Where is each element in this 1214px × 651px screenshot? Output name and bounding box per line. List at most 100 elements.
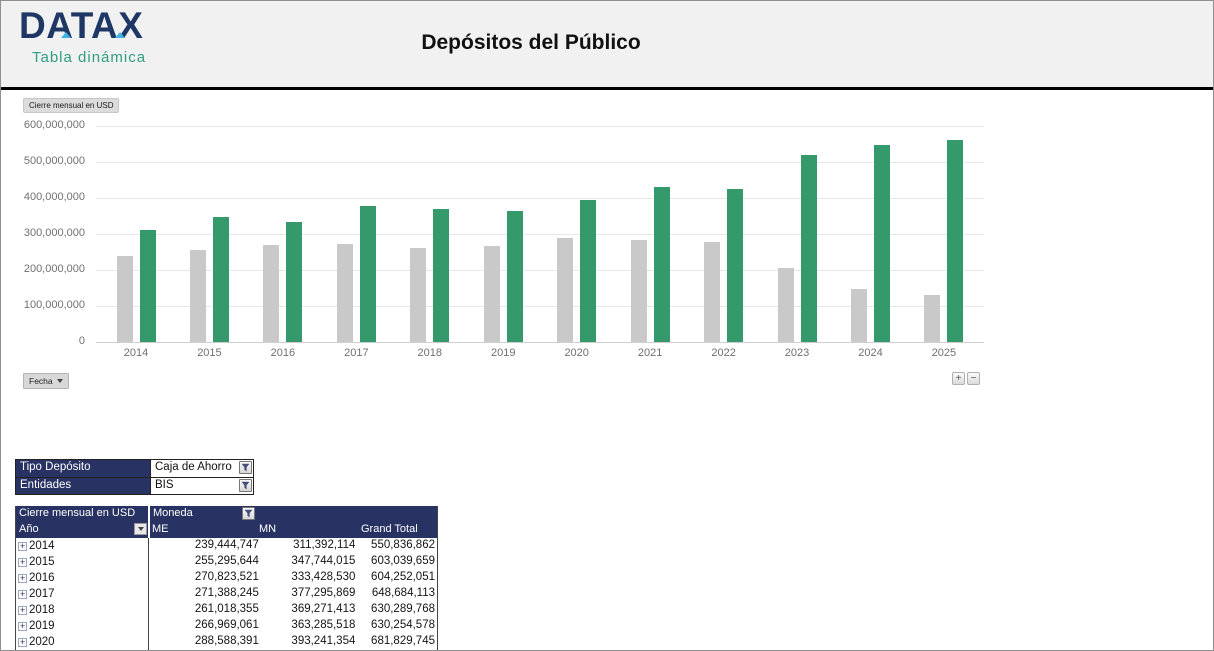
bar-me-2014 — [116, 256, 133, 342]
bar-mn-2025 — [947, 140, 964, 342]
x-axis-tick-label: 2022 — [711, 347, 736, 359]
header-band: DATAX Tabla dinámica Depósitos del Públi… — [1, 1, 1213, 90]
bar-mn-2022 — [727, 189, 744, 342]
pivot-row-field: Año — [16, 522, 150, 538]
x-axis-tick-label: 2024 — [858, 347, 883, 359]
row-header-year: 2016 — [16, 570, 150, 586]
cell-me-value: 270,823,521 — [194, 571, 259, 583]
cell-grand-total-value: 604,252,051 — [371, 571, 435, 583]
row-filter-dropdown-button[interactable] — [134, 523, 147, 535]
filter-table: Tipo Depósito Caja de Ahorro Entidades B… — [15, 459, 254, 495]
cell-grand-total-value: 681,829,745 — [371, 635, 435, 647]
bar-me-2022 — [704, 242, 721, 342]
chart-plot-area: 2014 2015 2016 2017 2018 2019 2020 2021 2022 2023… — [96, 126, 984, 359]
column-header-me: ME — [152, 523, 169, 535]
cell-mn-value: 369,271,413 — [291, 603, 356, 615]
bar-me-2023 — [777, 268, 794, 342]
chart-drill-buttons: + − — [952, 372, 980, 385]
gridline — [96, 342, 984, 343]
filter-value-cell[interactable]: BIS — [150, 478, 253, 494]
bar-mn-2020 — [580, 200, 597, 342]
y-axis-tick-label: 300,000,000 — [23, 227, 85, 239]
filter-field-label: Entidades — [16, 478, 150, 494]
table-row: 2017 271,388,245 377,295,869 648,684,113 — [16, 586, 437, 602]
expand-year-button[interactable] — [18, 637, 27, 647]
year-label: 2020 — [29, 636, 55, 648]
cell-mn-value: 333,428,530 — [291, 571, 356, 583]
pivot-header-row-2: Año ME MN Grand Total — [16, 522, 437, 538]
bar-me-2018 — [410, 248, 427, 342]
logo-subtitle: Tabla dinámica — [32, 48, 147, 66]
filter-dropdown-button[interactable] — [239, 461, 252, 474]
y-axis-tick-label: 0 — [78, 335, 85, 347]
x-axis-tick-label: 2016 — [270, 347, 296, 359]
bar-mn-2017 — [359, 206, 376, 342]
table-row: 2019 266,969,061 363,285,518 630,254,578 — [16, 618, 437, 634]
filter-value-cell[interactable]: Caja de Ahorro — [150, 460, 253, 477]
bar-mn-2016 — [286, 222, 303, 342]
logo-accent-triangle-icon — [61, 32, 71, 38]
bar-me-2025 — [924, 295, 941, 342]
expand-year-button[interactable] — [18, 557, 27, 567]
chevron-down-icon — [137, 527, 144, 531]
row-header-year: 2018 — [16, 602, 150, 618]
y-axis-tick-label: 400,000,000 — [23, 191, 85, 203]
table-row: 2016 270,823,521 333,428,530 604,252,051 — [16, 570, 437, 586]
expand-year-button[interactable] — [18, 605, 27, 615]
year-label: 2015 — [29, 556, 55, 568]
logo-accent-triangle-icon — [115, 32, 125, 38]
filter-dropdown-button[interactable] — [239, 479, 252, 492]
bar-me-2021 — [630, 240, 647, 342]
chart-axis-field-button[interactable]: Fecha — [23, 373, 69, 389]
gridline — [96, 306, 984, 307]
y-axis-tick-label: 600,000,000 — [23, 119, 85, 131]
drill-expand-button[interactable]: + — [952, 372, 965, 385]
cell-grand-total-value: 630,289,768 — [371, 603, 435, 615]
pivot-values-title: Cierre mensual en USD — [16, 506, 150, 522]
table-row: 2015 255,295,644 347,744,015 603,039,659 — [16, 554, 437, 570]
row-header-year: 2015 — [16, 554, 150, 570]
bar-me-2016 — [263, 245, 280, 342]
page-title: Depósitos del Público — [421, 31, 641, 54]
cell-me-value: 271,388,245 — [194, 587, 259, 599]
filter-value-text: BIS — [155, 479, 174, 491]
datax-logo: DATAX Tabla dinámica — [19, 6, 147, 66]
x-axis-tick-label: 2017 — [344, 347, 369, 359]
cell-mn-value: 347,744,015 — [291, 555, 356, 567]
chart-axis-field-label: Fecha — [29, 376, 53, 386]
cell-mn-value: 311,392,114 — [293, 539, 356, 551]
expand-year-button[interactable] — [18, 541, 27, 551]
row-header-year: 2017 — [16, 586, 150, 602]
cell-me-value: 266,969,061 — [194, 619, 259, 631]
expand-year-button[interactable] — [18, 573, 27, 583]
gridline — [96, 234, 984, 235]
bar-mn-2018 — [433, 209, 450, 342]
drill-collapse-button[interactable]: − — [967, 372, 980, 385]
pivot-body: 2014 239,444,747 311,392,114 550,836,862… — [16, 538, 437, 650]
row-header-year: 2020 — [16, 634, 150, 650]
year-label: 2016 — [29, 572, 55, 584]
cell-mn-value: 377,295,869 — [291, 587, 356, 599]
funnel-icon — [244, 509, 253, 518]
expand-year-button[interactable] — [18, 589, 27, 599]
column-filter-button[interactable] — [242, 507, 255, 520]
gridline — [96, 162, 984, 163]
expand-year-button[interactable] — [18, 621, 27, 631]
year-label: 2019 — [29, 620, 55, 632]
cell-me-value: 255,295,644 — [194, 555, 259, 567]
pivot-row-field-label: Año — [19, 523, 39, 535]
table-row: 2018 261,018,355 369,271,413 630,289,768 — [16, 602, 437, 618]
y-axis-tick-label: 500,000,000 — [23, 155, 85, 167]
chart-value-field-button[interactable]: Cierre mensual en USD — [23, 98, 120, 113]
filter-row: Entidades BIS — [16, 477, 253, 494]
chevron-down-icon — [56, 379, 63, 383]
funnel-icon — [241, 481, 250, 490]
gridline — [96, 198, 984, 199]
cell-me-value: 261,018,355 — [194, 603, 259, 615]
filter-value-text: Caja de Ahorro — [155, 461, 232, 473]
row-header-year: 2019 — [16, 618, 150, 634]
bar-me-2020 — [557, 238, 574, 342]
x-axis-tick-label: 2018 — [417, 347, 443, 359]
table-row: 2014 239,444,747 311,392,114 550,836,862 — [16, 538, 437, 554]
x-axis-tick-label: 2021 — [637, 347, 663, 359]
